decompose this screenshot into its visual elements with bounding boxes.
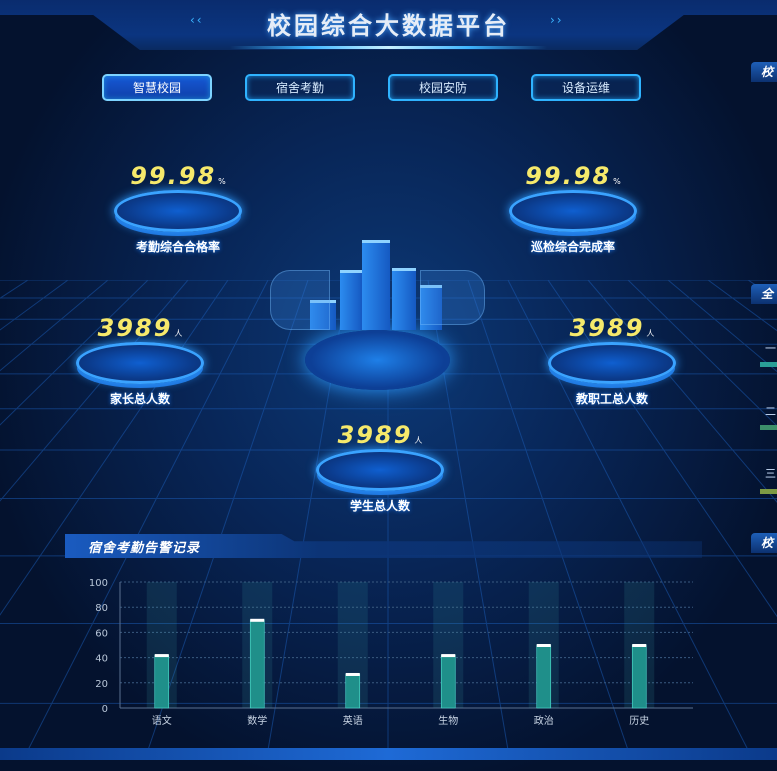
stat-value: 3989 — [569, 314, 645, 342]
rank-bar — [760, 489, 777, 494]
right-panel-header-3: 校 — [751, 533, 777, 553]
y-tick-label: 80 — [95, 603, 108, 614]
stat-attendance-rate: 99.98% 考勤综合合格率 — [103, 162, 253, 255]
grid-line — [147, 280, 309, 750]
stat-label: 家长总人数 — [109, 392, 170, 406]
bar-cap — [441, 654, 456, 658]
header-glow — [230, 46, 547, 49]
stat-label: 学生总人数 — [349, 499, 410, 513]
bar — [345, 673, 361, 709]
y-tick-label: 100 — [89, 578, 108, 589]
grid-line — [0, 280, 109, 372]
alarm-panel-title: 宿舍考勤告警记录 — [88, 541, 201, 556]
tab-campus-security[interactable]: 校园安防 — [388, 74, 498, 101]
stat-unit: 人 — [174, 329, 183, 338]
page-title: 校园综合大数据平台 — [267, 12, 510, 40]
stat-unit: 人 — [646, 329, 655, 338]
rank-label: 三 — [765, 467, 776, 480]
disc-pedestal-icon — [76, 342, 204, 384]
grid-line — [627, 280, 777, 427]
right-panel-header-2: 全 — [751, 284, 777, 304]
bar-cap — [250, 618, 265, 622]
disc-pedestal-icon — [316, 449, 444, 491]
grid-line — [667, 280, 777, 373]
stat-staff: 3989 人 教职工总人数 — [537, 314, 687, 407]
stat-label: 考勤综合合格率 — [135, 240, 220, 254]
stat-label: 巡检综合完成率 — [530, 240, 615, 254]
bar-cap — [632, 644, 647, 647]
rank-label: 二 — [765, 405, 776, 418]
rank-bar — [760, 425, 777, 430]
chevron-left-icon: ‹‹ — [190, 13, 204, 27]
stat-parents: 3989 人 家长总人数 — [65, 314, 215, 407]
y-tick-label: 40 — [95, 654, 108, 665]
bar-cap — [154, 654, 169, 658]
header-bar — [0, 0, 777, 50]
stat-unit: 人 — [414, 436, 423, 445]
bar-cap — [345, 672, 360, 676]
grid-line — [467, 280, 629, 750]
tab-dorm-attendance[interactable]: 宿舍考勤 — [245, 74, 355, 101]
rank-label: 一 — [765, 342, 776, 355]
tab-smart-campus[interactable]: 智慧校园 — [102, 74, 212, 101]
y-tick-label: 20 — [95, 679, 108, 690]
bar — [536, 644, 552, 709]
x-tick-label: 语文 — [152, 714, 172, 727]
bar — [631, 644, 647, 709]
stat-patrol-rate: 99.98% 巡检综合完成率 — [498, 162, 648, 255]
chevron-right-icon: ›› — [550, 13, 564, 27]
bar — [440, 654, 456, 709]
disc-pedestal-icon — [114, 190, 242, 232]
stat-value: 99.98 — [130, 162, 217, 190]
bar — [154, 654, 170, 709]
y-tick-label: 0 — [102, 704, 108, 715]
bar — [249, 619, 265, 709]
x-tick-label: 生物 — [438, 714, 458, 727]
stat-label: 教职工总人数 — [575, 392, 648, 406]
alarm-bar-chart: 0 20 40 60 80 100 语文 数学 英语 生物 政治 历史 — [89, 578, 693, 727]
grid-line — [0, 280, 69, 331]
stat-students: 3989 人 学生总人数 — [305, 421, 455, 514]
stat-value: 3989 — [97, 314, 173, 342]
nav-tabs: 智慧校园 宿舍考勤 校园安防 设备运维 — [102, 74, 641, 101]
x-tick-label: 英语 — [343, 714, 363, 727]
stat-unit: % — [218, 177, 226, 186]
disc-pedestal-icon — [548, 342, 676, 384]
stat-value: 99.98 — [525, 162, 612, 190]
rank-bar — [760, 362, 777, 367]
y-tick-label: 60 — [95, 628, 108, 639]
disc-pedestal-icon — [509, 190, 637, 232]
right-panel-header-1: 校 — [751, 62, 777, 82]
x-tick-label: 数学 — [247, 714, 267, 727]
tab-device-maintenance[interactable]: 设备运维 — [531, 74, 641, 101]
bar-cap — [536, 644, 551, 647]
stat-unit: % — [613, 177, 621, 186]
grid-line — [27, 280, 269, 750]
x-tick-label: 历史 — [629, 715, 649, 727]
x-tick-label: 政治 — [534, 714, 554, 727]
stat-value: 3989 — [337, 421, 413, 449]
city-hologram-icon — [270, 200, 485, 400]
bottom-bar — [0, 748, 777, 760]
grid-line — [0, 280, 149, 426]
